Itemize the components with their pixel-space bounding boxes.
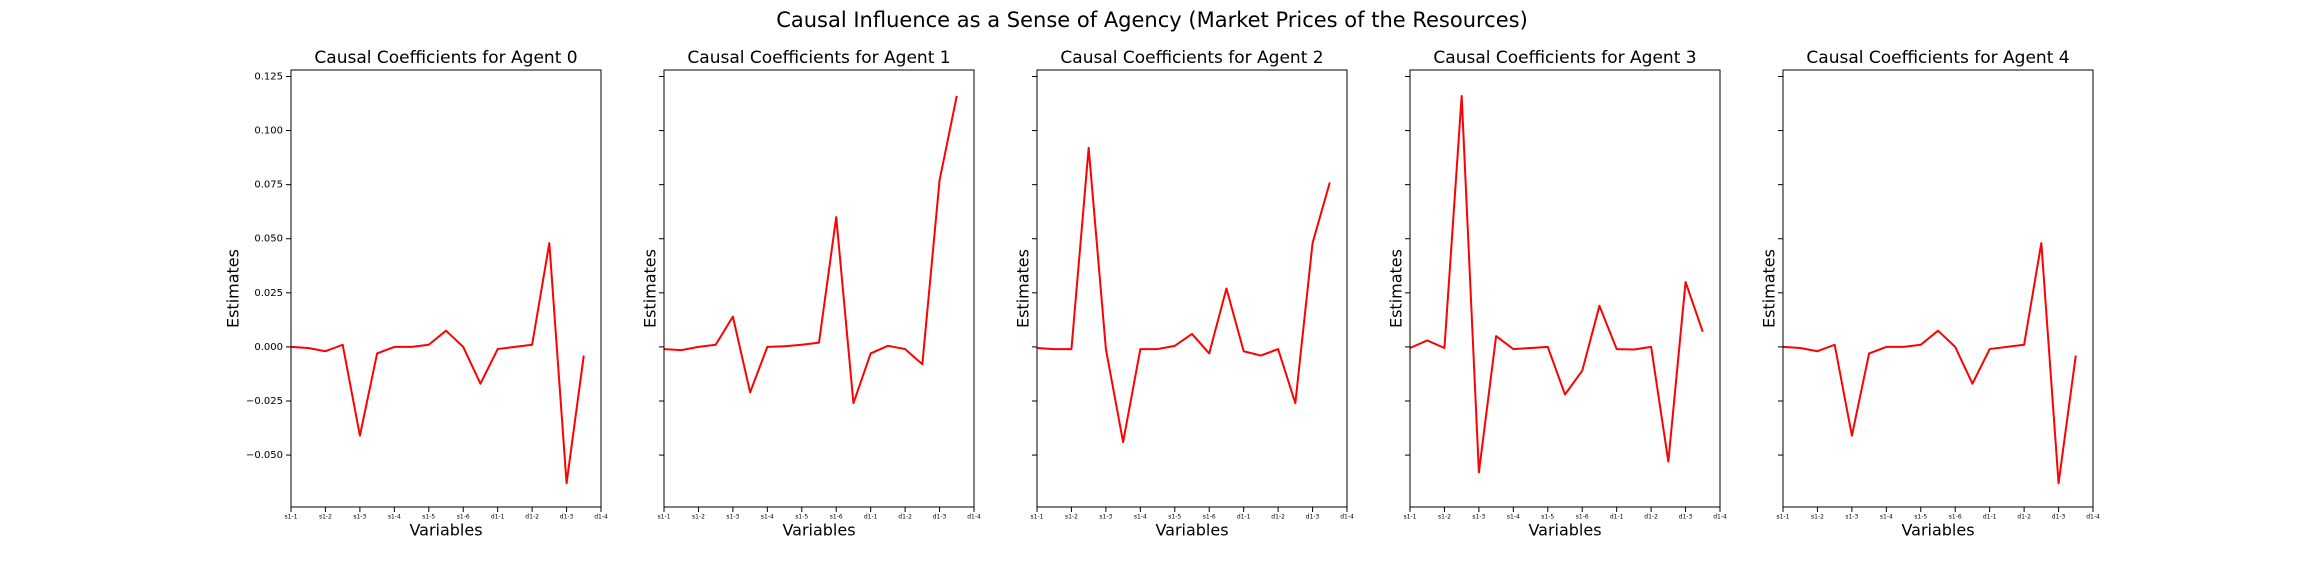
y-axis-label: Estimates (224, 249, 243, 328)
estimate-line (663, 95, 958, 405)
x-tick-label: s1-4 (1507, 514, 1520, 521)
y-tick-label: −0.025 (246, 396, 283, 407)
panel-title: Causal Coefficients for Agent 1 (687, 48, 950, 68)
x-tick-label: d1-1 (1237, 514, 1251, 521)
x-tick-label: s1-6 (457, 514, 470, 521)
x-tick-label: d1-3 (1679, 514, 1693, 521)
x-tick-label: d1-4 (967, 514, 981, 521)
x-tick-label: d1-2 (525, 514, 539, 521)
x-tick-label: s1-5 (1914, 514, 1927, 521)
axes-frame (663, 69, 975, 508)
x-tick-label: d1-2 (1271, 514, 1285, 521)
y-tick-label: 0.025 (254, 288, 283, 299)
x-tick-label: s1-4 (761, 514, 774, 521)
x-tick-label: s1-1 (285, 514, 298, 521)
x-tick-label: s1-2 (692, 514, 705, 521)
x-tick-label: s1-2 (1438, 514, 1451, 521)
figure-title: Causal Influence as a Sense of Agency (M… (776, 8, 1528, 32)
y-tick-label: 0.050 (254, 234, 283, 245)
x-tick-label: d1-1 (864, 514, 878, 521)
axes-frame (1409, 69, 1721, 508)
y-tick-label: 0.100 (254, 126, 283, 137)
panel-title: Causal Coefficients for Agent 3 (1433, 48, 1696, 68)
x-tick-label: s1-1 (658, 514, 671, 521)
x-tick-label: s1-1 (1404, 514, 1417, 521)
x-tick-label: s1-6 (1949, 514, 1962, 521)
x-tick-label: s1-5 (795, 514, 808, 521)
x-tick-label: d1-4 (2086, 514, 2100, 521)
axes-frame (1036, 69, 1348, 508)
x-tick-label: s1-3 (1099, 514, 1112, 521)
y-axis-label: Estimates (641, 249, 660, 328)
axes-frame (290, 69, 602, 508)
x-tick-label: s1-6 (1203, 514, 1216, 521)
x-tick-label: d1-4 (1713, 514, 1727, 521)
x-tick-label: s1-6 (830, 514, 843, 521)
x-tick-label: s1-6 (1576, 514, 1589, 521)
x-tick-label: s1-1 (1031, 514, 1044, 521)
x-tick-label: s1-1 (1777, 514, 1790, 521)
estimate-line (1782, 242, 2077, 485)
x-tick-label: s1-5 (1541, 514, 1554, 521)
x-tick-label: d1-1 (1983, 514, 1997, 521)
x-tick-label: d1-2 (2017, 514, 2031, 521)
x-tick-label: d1-3 (560, 514, 574, 521)
panel-title: Causal Coefficients for Agent 0 (314, 48, 577, 68)
panel-title: Causal Coefficients for Agent 4 (1806, 48, 2069, 68)
estimate-line (1409, 94, 1704, 474)
y-tick-label: 0.125 (254, 71, 283, 82)
x-axis-label: Variables (1155, 521, 1228, 540)
x-tick-label: d1-1 (1610, 514, 1624, 521)
x-tick-label: s1-2 (1811, 514, 1824, 521)
x-tick-label: d1-4 (594, 514, 608, 521)
x-axis-label: Variables (1901, 521, 1974, 540)
y-axis-label: Estimates (1387, 249, 1406, 328)
x-tick-label: s1-5 (1168, 514, 1181, 521)
x-axis-label: Variables (782, 521, 855, 540)
axes-frame (1782, 69, 2094, 508)
x-tick-label: s1-4 (1880, 514, 1893, 521)
panel-title: Causal Coefficients for Agent 2 (1060, 48, 1323, 68)
y-axis-label: Estimates (1760, 249, 1779, 328)
x-tick-label: s1-3 (1845, 514, 1858, 521)
x-tick-label: d1-2 (898, 514, 912, 521)
estimate-line (1036, 146, 1331, 444)
x-tick-label: s1-4 (1134, 514, 1147, 521)
x-tick-label: s1-2 (319, 514, 332, 521)
y-tick-label: −0.050 (246, 450, 283, 461)
x-axis-label: Variables (409, 521, 482, 540)
y-tick-label: 0.000 (254, 342, 283, 353)
x-tick-label: s1-3 (353, 514, 366, 521)
y-axis-label: Estimates (1014, 249, 1033, 328)
x-tick-label: s1-4 (388, 514, 401, 521)
x-tick-label: d1-3 (933, 514, 947, 521)
x-tick-label: d1-3 (1306, 514, 1320, 521)
x-tick-label: d1-4 (1340, 514, 1354, 521)
estimate-line (290, 242, 585, 485)
x-tick-label: d1-3 (2052, 514, 2066, 521)
x-tick-label: s1-5 (422, 514, 435, 521)
x-axis-label: Variables (1528, 521, 1601, 540)
x-tick-label: s1-3 (1472, 514, 1485, 521)
y-tick-label: 0.075 (254, 180, 283, 191)
x-tick-label: s1-2 (1065, 514, 1078, 521)
x-tick-label: s1-3 (726, 514, 739, 521)
x-tick-label: d1-1 (491, 514, 505, 521)
x-tick-label: d1-2 (1644, 514, 1658, 521)
